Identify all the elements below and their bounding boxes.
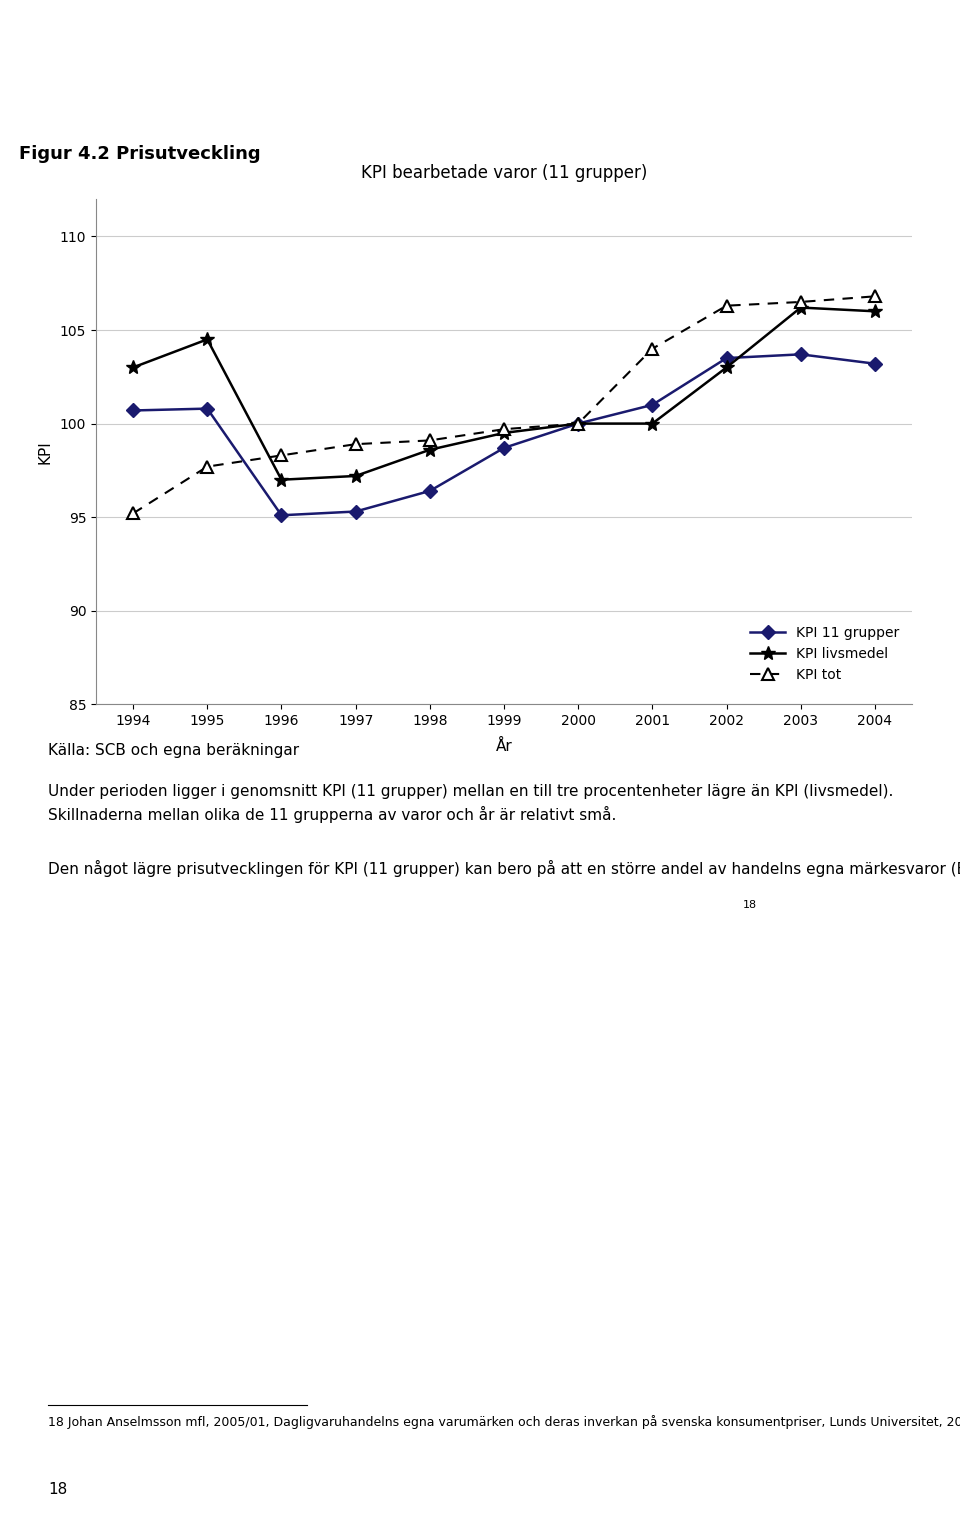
KPI tot — [572, 415, 584, 433]
KPI 11 grupper — [202, 400, 213, 418]
KPI tot — [128, 504, 139, 522]
Text: Källa: SCB och egna beräkningar: Källa: SCB och egna beräkningar — [48, 743, 300, 758]
KPI 11 grupper — [647, 395, 659, 413]
Text: Figur 4.2 Prisutveckling: Figur 4.2 Prisutveckling — [19, 145, 261, 164]
KPI 11 grupper — [128, 401, 139, 419]
KPI livsmedel — [647, 415, 659, 433]
Text: 18 Johan Anselmsson mfl, 2005/01, Dagligvaruhandelns egna varumärken och deras i: 18 Johan Anselmsson mfl, 2005/01, Daglig… — [48, 1415, 960, 1428]
KPI livsmedel — [349, 467, 361, 485]
KPI livsmedel — [572, 415, 584, 433]
KPI tot — [276, 446, 287, 464]
KPI livsmedel — [424, 441, 436, 459]
KPI tot — [721, 297, 732, 315]
KPI tot — [202, 458, 213, 476]
Line: KPI livsmedel: KPI livsmedel — [126, 300, 882, 487]
Line: KPI 11 grupper: KPI 11 grupper — [129, 349, 879, 521]
KPI tot — [349, 435, 361, 453]
Title: KPI bearbetade varor (11 grupper): KPI bearbetade varor (11 grupper) — [361, 164, 647, 182]
KPI livsmedel — [202, 331, 213, 349]
KPI 11 grupper — [276, 507, 287, 525]
Text: 18: 18 — [743, 900, 757, 911]
KPI tot — [424, 432, 436, 450]
X-axis label: År: År — [495, 739, 513, 755]
KPI 11 grupper — [572, 415, 584, 433]
Legend: KPI 11 grupper, KPI livsmedel, KPI tot: KPI 11 grupper, KPI livsmedel, KPI tot — [745, 620, 905, 687]
KPI 11 grupper — [498, 439, 510, 458]
KPI livsmedel — [869, 302, 880, 320]
KPI tot — [869, 288, 880, 306]
Text: 18: 18 — [48, 1482, 67, 1497]
KPI livsmedel — [721, 358, 732, 377]
KPI tot — [498, 419, 510, 438]
KPI 11 grupper — [349, 502, 361, 521]
KPI livsmedel — [128, 358, 139, 377]
Text: Den något lägre prisutvecklingen för KPI (11 grupper) kan bero på att en större : Den något lägre prisutvecklingen för KPI… — [48, 860, 960, 877]
Y-axis label: KPI: KPI — [37, 439, 53, 464]
Line: KPI tot: KPI tot — [128, 291, 880, 519]
KPI livsmedel — [795, 299, 806, 317]
KPI tot — [647, 340, 659, 358]
KPI tot — [795, 292, 806, 311]
KPI 11 grupper — [869, 355, 880, 374]
Text: Under perioden ligger i genomsnitt KPI (11 grupper) mellan en till tre procenten: Under perioden ligger i genomsnitt KPI (… — [48, 784, 894, 822]
KPI 11 grupper — [424, 482, 436, 501]
KPI 11 grupper — [795, 344, 806, 363]
KPI 11 grupper — [721, 349, 732, 367]
KPI livsmedel — [498, 424, 510, 442]
KPI livsmedel — [276, 470, 287, 488]
